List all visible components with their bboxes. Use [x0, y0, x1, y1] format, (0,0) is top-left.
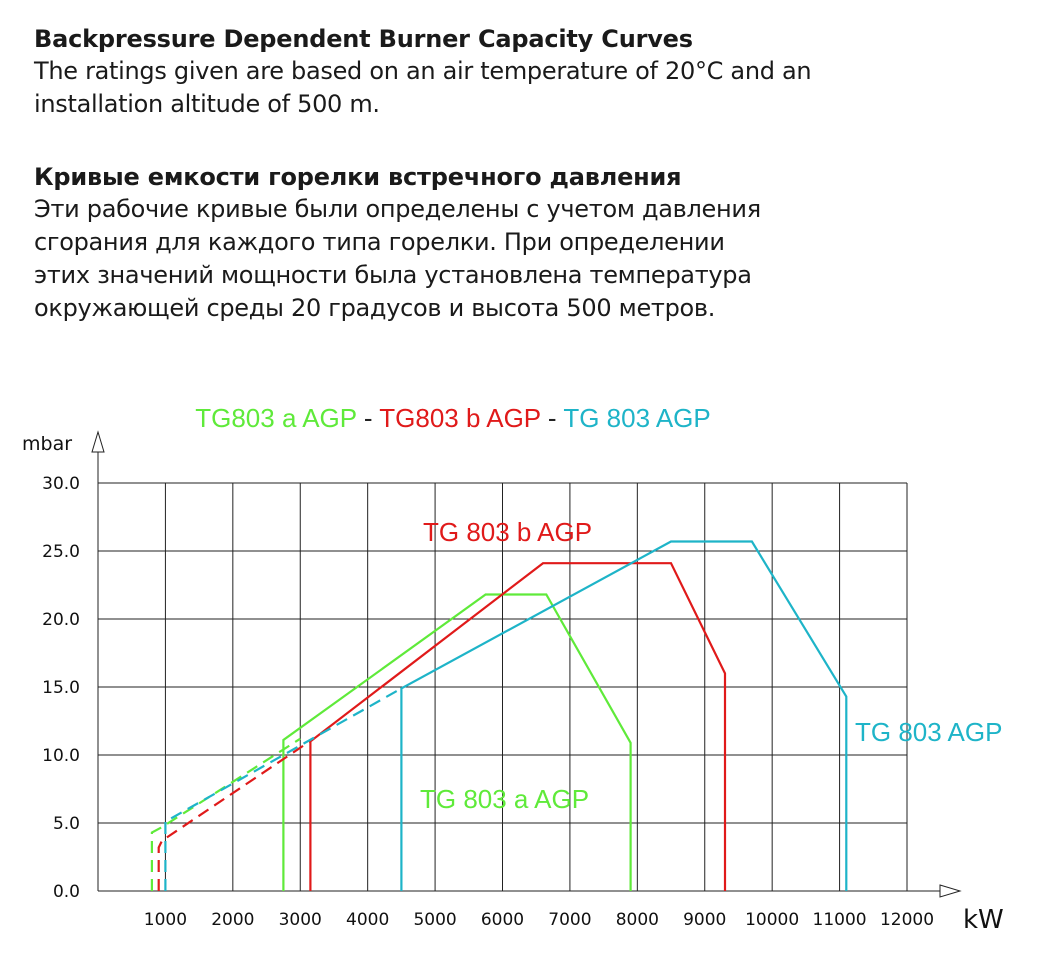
x-axis-label: kW [963, 905, 1004, 935]
y-axis-arrow [91, 430, 105, 453]
y-tick-label: 5.0 [53, 814, 80, 834]
chart-grid [97, 482, 908, 892]
y-axis-label: mbar [22, 433, 72, 455]
annotation-label: TG 803 AGP [855, 717, 1002, 747]
y-tick-label: 10.0 [42, 746, 80, 766]
chart-axes: mbar kW 0.0 5.0 10.0 15.0 20.0 25.0 30.0 1000 20… [22, 430, 1004, 935]
x-tick-label: 1000 [144, 910, 187, 930]
series-line-dashed [150, 737, 301, 891]
russian-text-line: окружающей среды 20 градусов и высота 50… [34, 294, 716, 322]
title-part: TG803 b AGP [373, 403, 541, 433]
title-part: TG803 a AGP [195, 403, 356, 433]
russian-title: Кривые емкости горелки встречного давлен… [34, 163, 682, 191]
english-title: Backpressure Dependent Burner Capacity C… [34, 25, 693, 53]
x-tick-label: 2000 [211, 910, 254, 930]
series-line [309, 562, 727, 891]
series-line-dashed [164, 687, 402, 891]
chart-series [150, 540, 848, 891]
x-tick-label: 5000 [413, 910, 456, 930]
x-tick-label: 6000 [481, 910, 524, 930]
annotation-label: TG 803 a AGP [420, 784, 589, 814]
x-tick-label: 9000 [683, 910, 726, 930]
series-line [282, 593, 632, 891]
russian-description: Кривые емкости горелки встречного давлен… [34, 162, 934, 325]
series-line [400, 540, 848, 891]
x-tick-label: 3000 [279, 910, 322, 930]
russian-text-line: этих значений мощности была установлена … [34, 261, 752, 289]
english-text: The ratings given are based on an air te… [34, 57, 812, 118]
y-tick-label: 30.0 [42, 474, 80, 494]
x-tick-label: 10000 [745, 910, 799, 930]
y-tick-label: 20.0 [42, 610, 80, 630]
title-part: TG 803 AGP [557, 403, 711, 433]
x-tick-label: 4000 [346, 910, 389, 930]
y-tick-label: 0.0 [53, 882, 80, 902]
x-tick-label: 8000 [616, 910, 659, 930]
english-description: Backpressure Dependent Burner Capacity C… [34, 24, 934, 121]
x-tick-label: 11000 [813, 910, 867, 930]
y-tick-label: 15.0 [42, 678, 80, 698]
series-line-dashed [157, 737, 315, 891]
x-tick-label: 12000 [880, 910, 934, 930]
russian-text-line: Эти рабочие кривые были определены с уче… [34, 195, 761, 223]
chart-title: TG803 a AGP - TG803 b AGP - TG 803 AGP [195, 403, 711, 433]
chart-annotations: TG 803 b AGP TG 803 AGP TG 803 a AGP [420, 517, 1002, 814]
x-axis-arrow [939, 884, 962, 898]
annotation-label: TG 803 b AGP [423, 517, 592, 547]
y-tick-label: 25.0 [42, 542, 80, 562]
russian-text-line: сгорания для каждого типа горелки. При о… [34, 228, 725, 256]
title-part: - [541, 403, 557, 433]
title-part: - [357, 403, 373, 433]
x-tick-label: 7000 [548, 910, 591, 930]
